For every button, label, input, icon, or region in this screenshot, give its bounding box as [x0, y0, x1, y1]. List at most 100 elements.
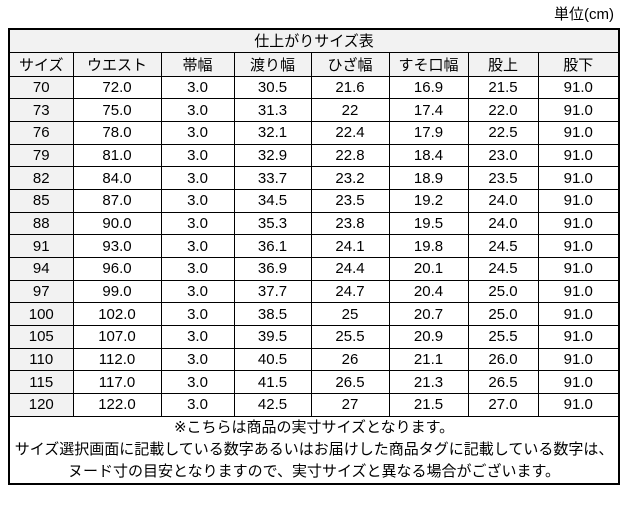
value-cell: 21.5	[388, 393, 469, 417]
size-cell: 70	[8, 75, 74, 100]
value-cell: 25.0	[467, 279, 539, 304]
table-title: 仕上がりサイズ表	[8, 28, 620, 53]
value-cell: 87.0	[72, 188, 162, 213]
value-cell: 22.0	[467, 98, 539, 122]
value-cell: 25.5	[467, 325, 539, 349]
value-cell: 91.0	[537, 257, 620, 281]
value-cell: 23.0	[467, 143, 539, 168]
table-notes: ※こちらは商品の実寸サイズとなります。サイズ選択画面に記載している数字あるいはお…	[8, 415, 620, 485]
table-body: 70 72.0 3.0 30.5 21.6 16.9 21.5 91.0 73 75.0 3.0 31…	[8, 75, 620, 417]
table-row: 94 96.0 3.0 36.9 24.4 20.1 24.5 91.0	[8, 257, 620, 281]
table-row: 85 87.0 3.0 34.5 23.5 19.2 24.0 91.0	[8, 188, 620, 213]
value-cell: 117.0	[72, 370, 162, 395]
value-cell: 91.0	[537, 370, 620, 395]
value-cell: 21.1	[388, 347, 469, 372]
value-cell: 42.5	[233, 393, 312, 417]
value-cell: 24.5	[467, 234, 539, 258]
value-cell: 93.0	[72, 234, 162, 258]
value-cell: 3.0	[160, 393, 235, 417]
value-cell: 90.0	[72, 211, 162, 236]
value-cell: 3.0	[160, 234, 235, 258]
value-cell: 3.0	[160, 370, 235, 395]
value-cell: 24.7	[310, 279, 390, 304]
column-header-7: 股下	[537, 51, 620, 77]
value-cell: 25.0	[467, 302, 539, 327]
note-line: サイズ選択画面に記載している数字あるいはお届けした商品タグに記載している数字は、	[14, 440, 614, 458]
value-cell: 102.0	[72, 302, 162, 327]
value-cell: 16.9	[388, 75, 469, 100]
value-cell: 22.8	[310, 143, 390, 168]
column-header-1: ウエスト	[72, 51, 162, 77]
value-cell: 21.5	[467, 75, 539, 100]
value-cell: 24.5	[467, 257, 539, 281]
column-header-0: サイズ	[8, 51, 74, 77]
value-cell: 91.0	[537, 211, 620, 236]
column-header-2: 帯幅	[160, 51, 235, 77]
value-cell: 24.4	[310, 257, 390, 281]
value-cell: 32.1	[233, 120, 312, 145]
value-cell: 3.0	[160, 325, 235, 349]
table-row: 110 112.0 3.0 40.5 26 21.1 26.0 91.0	[8, 347, 620, 372]
value-cell: 81.0	[72, 143, 162, 168]
value-cell: 99.0	[72, 279, 162, 304]
value-cell: 91.0	[537, 188, 620, 213]
value-cell: 3.0	[160, 166, 235, 190]
value-cell: 18.9	[388, 166, 469, 190]
value-cell: 96.0	[72, 257, 162, 281]
size-cell: 97	[8, 279, 74, 304]
value-cell: 24.0	[467, 188, 539, 213]
value-cell: 91.0	[537, 234, 620, 258]
value-cell: 23.8	[310, 211, 390, 236]
value-cell: 35.3	[233, 211, 312, 236]
value-cell: 3.0	[160, 347, 235, 372]
value-cell: 41.5	[233, 370, 312, 395]
size-cell: 120	[8, 393, 74, 417]
size-cell: 105	[8, 325, 74, 349]
table-row: 70 72.0 3.0 30.5 21.6 16.9 21.5 91.0	[8, 75, 620, 100]
size-cell: 91	[8, 234, 74, 258]
value-cell: 32.9	[233, 143, 312, 168]
value-cell: 26.5	[467, 370, 539, 395]
table-row: 120 122.0 3.0 42.5 27 21.5 27.0 91.0	[8, 393, 620, 417]
table-row: 88 90.0 3.0 35.3 23.8 19.5 24.0 91.0	[8, 211, 620, 236]
value-cell: 112.0	[72, 347, 162, 372]
column-header-5: すそ口幅	[388, 51, 469, 77]
size-cell: 110	[8, 347, 74, 372]
value-cell: 34.5	[233, 188, 312, 213]
value-cell: 26.0	[467, 347, 539, 372]
value-cell: 91.0	[537, 120, 620, 145]
size-cell: 94	[8, 257, 74, 281]
value-cell: 19.2	[388, 188, 469, 213]
unit-label: 単位(cm)	[554, 6, 614, 23]
table-row: 97 99.0 3.0 37.7 24.7 20.4 25.0 91.0	[8, 279, 620, 304]
value-cell: 91.0	[537, 347, 620, 372]
value-cell: 24.0	[467, 211, 539, 236]
column-header-4: ひざ幅	[310, 51, 390, 77]
value-cell: 26	[310, 347, 390, 372]
value-cell: 21.6	[310, 75, 390, 100]
table-row: 115 117.0 3.0 41.5 26.5 21.3 26.5 91.0	[8, 370, 620, 395]
column-header-6: 股上	[467, 51, 539, 77]
value-cell: 3.0	[160, 211, 235, 236]
size-cell: 100	[8, 302, 74, 327]
table-title-row: 仕上がりサイズ表	[8, 28, 620, 53]
table-row: 82 84.0 3.0 33.7 23.2 18.9 23.5 91.0	[8, 166, 620, 190]
note-line: ※こちらは商品の実寸サイズとなります。	[173, 418, 455, 436]
size-cell: 76	[8, 120, 74, 145]
value-cell: 91.0	[537, 143, 620, 168]
value-cell: 33.7	[233, 166, 312, 190]
size-cell: 85	[8, 188, 74, 213]
value-cell: 25	[310, 302, 390, 327]
value-cell: 3.0	[160, 279, 235, 304]
value-cell: 72.0	[72, 75, 162, 100]
column-header-3: 渡り幅	[233, 51, 312, 77]
value-cell: 25.5	[310, 325, 390, 349]
value-cell: 3.0	[160, 302, 235, 327]
value-cell: 107.0	[72, 325, 162, 349]
size-cell: 115	[8, 370, 74, 395]
value-cell: 27	[310, 393, 390, 417]
value-cell: 91.0	[537, 393, 620, 417]
value-cell: 20.7	[388, 302, 469, 327]
value-cell: 18.4	[388, 143, 469, 168]
